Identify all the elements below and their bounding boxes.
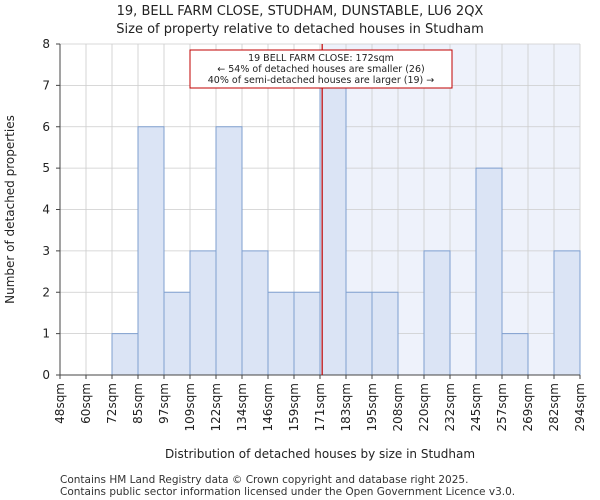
histogram-bar <box>475 167 503 376</box>
x-tick-label: 183sqm <box>339 383 353 431</box>
chart-subtitle: Size of property relative to detached ho… <box>116 22 484 37</box>
y-tick-label: 4 <box>42 203 50 217</box>
y-tick-label: 2 <box>42 285 50 299</box>
x-tick-label: 257sqm <box>495 383 509 431</box>
x-tick-label: 122sqm <box>209 383 223 431</box>
x-tick-label: 171sqm <box>313 383 327 431</box>
y-tick-label: 7 <box>42 78 50 92</box>
annotation-title: 19 BELL FARM CLOSE: 172sqm <box>248 53 394 64</box>
histogram-bar <box>111 333 139 376</box>
y-tick-label: 1 <box>42 327 50 341</box>
y-tick-label: 3 <box>42 244 50 258</box>
y-tick-label: 8 <box>42 37 50 51</box>
histogram-bar <box>215 126 243 376</box>
x-tick-label: 72sqm <box>105 383 119 424</box>
x-tick-label: 159sqm <box>287 383 301 431</box>
annotation-smaller: ← 54% of detached houses are smaller (26… <box>217 64 424 75</box>
histogram-bar <box>319 84 347 376</box>
footer-copyright: Contains HM Land Registry data © Crown c… <box>60 474 469 486</box>
histogram-bar <box>501 333 529 376</box>
histogram-bar <box>163 291 191 376</box>
y-tick-label: 6 <box>42 120 50 134</box>
annotation-box <box>189 49 453 89</box>
x-axis-label: Distribution of detached houses by size … <box>165 447 475 461</box>
histogram-bar <box>293 291 321 376</box>
annotation-larger: 40% of semi-detached houses are larger (… <box>208 75 435 86</box>
x-tick-label: 60sqm <box>79 383 93 424</box>
x-tick-label: 134sqm <box>235 383 249 431</box>
y-tick-label: 0 <box>42 368 50 382</box>
x-tick-label: 282sqm <box>547 383 561 431</box>
histogram-bar <box>189 250 217 376</box>
x-tick-label: 97sqm <box>157 383 171 424</box>
histogram-bar <box>267 291 295 376</box>
chart-title: 19, BELL FARM CLOSE, STUDHAM, DUNSTABLE,… <box>116 4 484 19</box>
x-tick-label: 294sqm <box>573 383 587 431</box>
histogram-bar <box>241 250 269 376</box>
histogram-bar <box>423 250 451 376</box>
y-axis-label: Number of detached properties <box>3 115 17 304</box>
histogram-bar <box>371 291 399 376</box>
histogram-bar <box>553 250 581 376</box>
footer-licence: Contains public sector information licen… <box>60 486 516 498</box>
x-tick-label: 220sqm <box>417 383 431 431</box>
x-tick-label: 269sqm <box>521 383 535 431</box>
y-tick-label: 5 <box>42 161 50 175</box>
histogram-bar <box>345 291 373 376</box>
x-tick-label: 195sqm <box>365 383 379 431</box>
x-tick-label: 208sqm <box>391 383 405 431</box>
x-tick-label: 232sqm <box>443 383 457 431</box>
x-tick-label: 245sqm <box>469 383 483 431</box>
x-tick-label: 109sqm <box>183 383 197 431</box>
x-tick-label: 85sqm <box>131 383 145 424</box>
x-tick-label: 48sqm <box>53 383 67 424</box>
x-tick-label: 146sqm <box>261 383 275 431</box>
histogram-bar <box>137 126 165 376</box>
